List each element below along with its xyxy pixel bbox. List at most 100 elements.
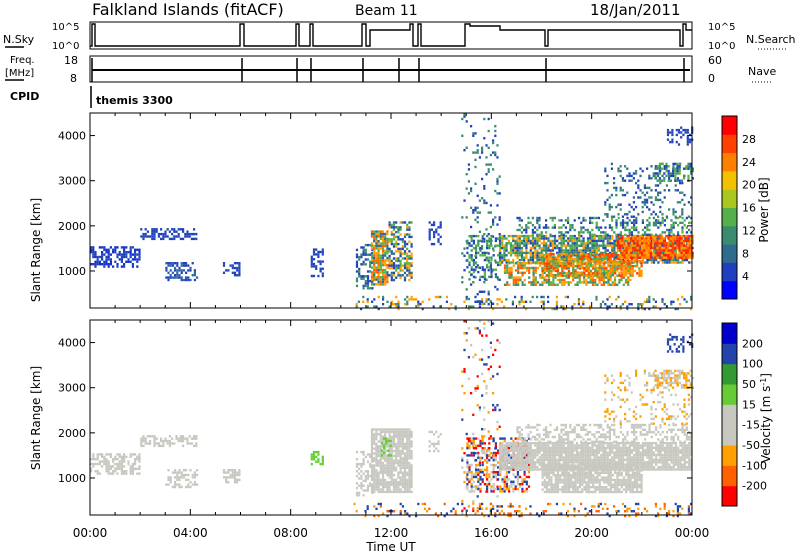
data-cell — [663, 249, 666, 252]
data-cell — [410, 483, 413, 486]
data-cell — [622, 276, 625, 279]
data-cell — [494, 151, 497, 154]
data-cell — [470, 442, 473, 445]
data-cell — [581, 257, 584, 261]
data-cell — [492, 247, 495, 250]
data-cell — [417, 303, 420, 306]
data-cell — [476, 387, 479, 390]
data-cell — [660, 234, 663, 238]
y-tick-label: 3000 — [58, 175, 86, 188]
data-cell — [358, 462, 361, 466]
data-cell — [231, 476, 234, 479]
data-cell — [545, 234, 548, 238]
data-cell — [575, 244, 579, 247]
data-cell — [92, 251, 95, 254]
data-cell — [377, 268, 380, 272]
data-cell — [542, 303, 545, 306]
data-cell — [572, 272, 575, 275]
data-cell — [477, 270, 480, 274]
data-cell — [573, 254, 576, 257]
data-cell — [687, 251, 690, 255]
data-cell — [490, 273, 493, 276]
data-cell — [567, 242, 570, 245]
data-cell — [112, 265, 115, 268]
data-cell — [580, 249, 583, 252]
data-cell — [388, 240, 391, 243]
data-cell — [384, 283, 387, 286]
data-cell — [236, 473, 239, 477]
data-cell — [611, 244, 614, 247]
data-cell — [178, 269, 181, 272]
colorbar-tick-label: 8 — [742, 247, 749, 260]
data-cell — [624, 193, 627, 197]
data-cell — [96, 458, 99, 461]
data-cell — [685, 237, 688, 240]
data-cell — [521, 480, 524, 483]
data-cell — [497, 487, 500, 491]
data-cell — [136, 265, 139, 268]
data-cell — [116, 246, 119, 249]
data-cell — [589, 281, 592, 284]
data-cell — [585, 269, 588, 273]
data-cell — [627, 256, 630, 259]
data-cell — [633, 224, 636, 227]
data-cell — [105, 453, 108, 456]
data-cell — [503, 461, 506, 464]
data-cell — [167, 276, 170, 279]
data-cell — [114, 458, 117, 461]
data-cell — [468, 254, 471, 257]
data-cell — [674, 307, 677, 311]
data-cell — [672, 167, 675, 170]
data-cell — [551, 307, 554, 311]
data-cell — [390, 447, 393, 450]
data-cell — [564, 249, 568, 252]
data-cell — [510, 437, 513, 440]
data-cell — [670, 258, 673, 262]
data-cell — [583, 252, 586, 256]
data-cell — [505, 485, 508, 488]
data-cell — [648, 216, 651, 220]
data-cell — [375, 261, 378, 264]
data-cell — [187, 264, 190, 267]
data-cell — [384, 268, 387, 272]
data-cell — [561, 281, 564, 284]
data-cell — [564, 258, 568, 262]
data-cell — [445, 300, 448, 303]
data-cell — [96, 258, 99, 261]
data-cell — [379, 461, 382, 465]
data-cell — [622, 262, 625, 265]
data-cell — [538, 254, 541, 257]
data-cell — [578, 244, 581, 247]
data-cell — [636, 260, 639, 263]
data-cell — [430, 223, 433, 227]
data-cell — [505, 458, 508, 462]
data-cell — [633, 269, 637, 273]
data-cell — [408, 471, 411, 474]
data-cell — [575, 254, 579, 257]
data-cell — [92, 248, 95, 251]
data-cell — [682, 244, 685, 247]
data-cell — [669, 234, 672, 238]
data-cell — [503, 439, 506, 443]
data-cell — [377, 488, 380, 491]
data-cell — [625, 249, 628, 252]
data-cell — [663, 246, 666, 250]
data-cell — [520, 258, 524, 262]
data-cell — [370, 232, 374, 236]
data-cell — [370, 266, 374, 269]
data-cell — [691, 254, 694, 257]
data-cell — [670, 242, 673, 245]
data-cell — [360, 477, 363, 480]
data-cell — [621, 215, 624, 218]
data-cell — [481, 290, 484, 293]
data-cell — [657, 198, 660, 202]
data-cell — [648, 186, 651, 190]
data-cell — [560, 239, 563, 243]
data-cell — [384, 469, 387, 472]
data-cell — [690, 261, 693, 264]
data-cell — [672, 165, 675, 168]
data-cell — [600, 239, 603, 243]
data-cell — [428, 238, 431, 241]
data-cell — [671, 237, 674, 240]
data-cell — [369, 482, 372, 485]
